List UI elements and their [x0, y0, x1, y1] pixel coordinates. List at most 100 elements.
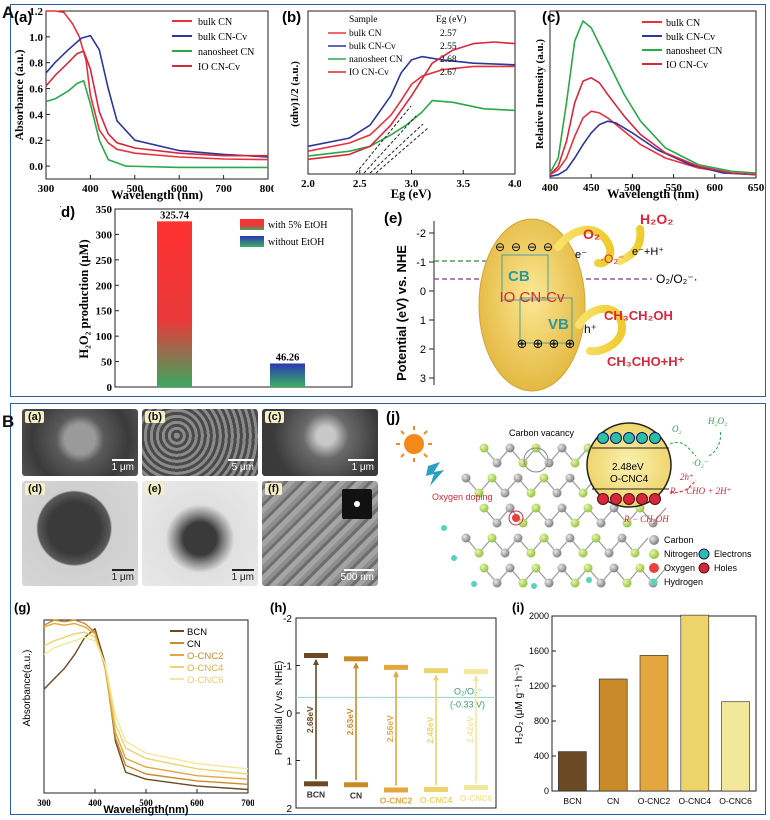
x-tick-label: 400: [88, 798, 102, 808]
y-tick-label: 1600: [529, 646, 549, 656]
gap-label: 2.68eV: [305, 706, 315, 733]
y-tick-label: 1: [286, 757, 292, 768]
section-b-label: B: [2, 412, 15, 431]
carbon-atom: [617, 533, 627, 543]
hole-icon: ⊕: [517, 337, 528, 352]
bar-cn: [598, 678, 628, 792]
table-header-sample: Sample: [349, 15, 378, 25]
hole-icon: ⊕: [533, 337, 544, 352]
bar-bcn: [558, 751, 587, 792]
holes: ⊕ ⊕ ⊕ ⊕: [517, 337, 576, 352]
y-tick-label: 200: [96, 280, 113, 292]
bar-o-cnc4: [680, 614, 710, 792]
nitrogen-atom: [591, 533, 601, 543]
electron-icon: [649, 432, 661, 444]
x-tick-label: 600: [707, 182, 724, 194]
legend-label: BCN: [187, 627, 207, 638]
hole-icon: [636, 493, 648, 505]
h2o2-label: H₂O₂: [707, 416, 727, 426]
nitrogen-atom: [479, 503, 489, 513]
x-tick-label: CN: [607, 796, 619, 806]
gap-arrowhead: [433, 674, 439, 681]
x-tick-label: 700: [241, 798, 254, 808]
plot-frame: [45, 10, 269, 180]
y-tick-label: 50: [101, 357, 113, 369]
oxygen-icon: [649, 563, 659, 573]
nitrogen-atom: [539, 473, 549, 483]
nitrogen-atom: [630, 548, 640, 558]
nitrogen-atom: [570, 518, 580, 528]
panel-c-label: (c): [542, 9, 560, 26]
electron-icon: ⊖: [511, 240, 521, 254]
o2-label: O₂: [583, 226, 600, 242]
y-tick-label: 1.2: [29, 6, 43, 18]
nitrogen-atom: [635, 563, 645, 573]
legend-label: nanosheet CN: [666, 46, 722, 57]
legend-label: bulk CN: [198, 17, 232, 28]
tem-f-scale: 500 nm: [341, 569, 374, 583]
y-tick-label: 2: [420, 344, 426, 356]
panel-c-pl-chart: (c) 400 450 500 550 600 650 Wavelength (nm) R…: [534, 9, 764, 201]
carbon-atom: [557, 563, 567, 573]
vb-bar: [384, 787, 408, 793]
carbon-atom: [544, 518, 554, 528]
gap-label: 2.42eV: [465, 716, 475, 743]
tangent-line: [369, 123, 424, 174]
y-tick-label: 800: [534, 716, 549, 726]
panel-i-label: (i): [512, 600, 524, 615]
ethanol-label: CH₃CH₂OH: [604, 308, 673, 323]
legend-label: IO CN-Cv: [666, 60, 708, 71]
y-tick-label: 0: [420, 286, 426, 298]
cb-bar: [344, 656, 368, 662]
electron-icon: [610, 432, 622, 444]
e-plus-h-label: e⁻+H⁺: [632, 246, 664, 258]
panel-e-band-mechanism: (e) -2 -1 0 1 2 3 Potential (eV) vs. NHE CB V…: [384, 210, 698, 392]
legend-label: with 5% EtOH: [268, 220, 327, 231]
material-label: IO CN-Cv: [500, 289, 565, 306]
y-tick-label: 0: [107, 382, 113, 393]
panel-j-structure-schematic: (j) Carbon vacancy Oxygen doping 2.48eV …: [386, 409, 752, 589]
nitrogen-atom: [622, 518, 632, 528]
y-tick-label: -2: [416, 228, 426, 240]
y-tick-label: 1.0: [29, 32, 43, 44]
bar-1: [157, 221, 192, 387]
carbon-atom: [513, 473, 523, 483]
panel-g-label: (g): [14, 600, 31, 615]
sem-b-label: (b): [145, 411, 166, 423]
y-tick-label: 250: [96, 255, 113, 267]
tem-image-d: (d) 1 μm: [22, 481, 138, 586]
panel-b-label: (b): [282, 9, 301, 26]
carbon-atom: [513, 533, 523, 543]
carbon-atom: [505, 503, 515, 513]
y-tick-label: -1: [416, 257, 426, 269]
x-axis-label: Wavelength(nm): [103, 804, 188, 816]
tangent-lines: [355, 105, 429, 174]
y-tick-label: 3: [420, 373, 426, 385]
tem-image-f: (f) 500 nm: [262, 481, 378, 586]
hydrogen-atom: [441, 525, 447, 531]
reactant-label: R − CH₂OH: [623, 514, 669, 524]
nitrogen-atom: [518, 518, 528, 528]
y-tick-label: 2000: [529, 611, 549, 621]
table-sample: bulk CN: [349, 29, 382, 39]
y-tick-label: 0.8: [29, 58, 43, 70]
carbon-atom: [492, 578, 502, 588]
x-tick-label: BCN: [563, 796, 581, 806]
series-line-nanosheet-cn: [45, 80, 268, 169]
product-label: R − CHO + 2H⁺: [669, 486, 732, 496]
series-line-bulk-cn: [307, 65, 515, 152]
legend-label: without EtOH: [268, 237, 324, 248]
category-label: O-CNC6: [460, 793, 493, 803]
x-tick-label: 400: [82, 183, 99, 195]
carbon-atom: [461, 473, 471, 483]
category-label: BCN: [307, 789, 325, 799]
x-tick-label: 650: [748, 182, 764, 194]
gap-arrowhead: [313, 659, 319, 665]
nitrogen-atom: [583, 563, 593, 573]
nitrogen-atom: [479, 443, 489, 453]
series-line-bulk-cn-cv: [307, 55, 516, 148]
hydrogen-atom: [531, 583, 537, 589]
y-tick-label: 150: [96, 306, 113, 318]
carbon-atom: [492, 518, 502, 528]
nitrogen-atom: [526, 488, 536, 498]
